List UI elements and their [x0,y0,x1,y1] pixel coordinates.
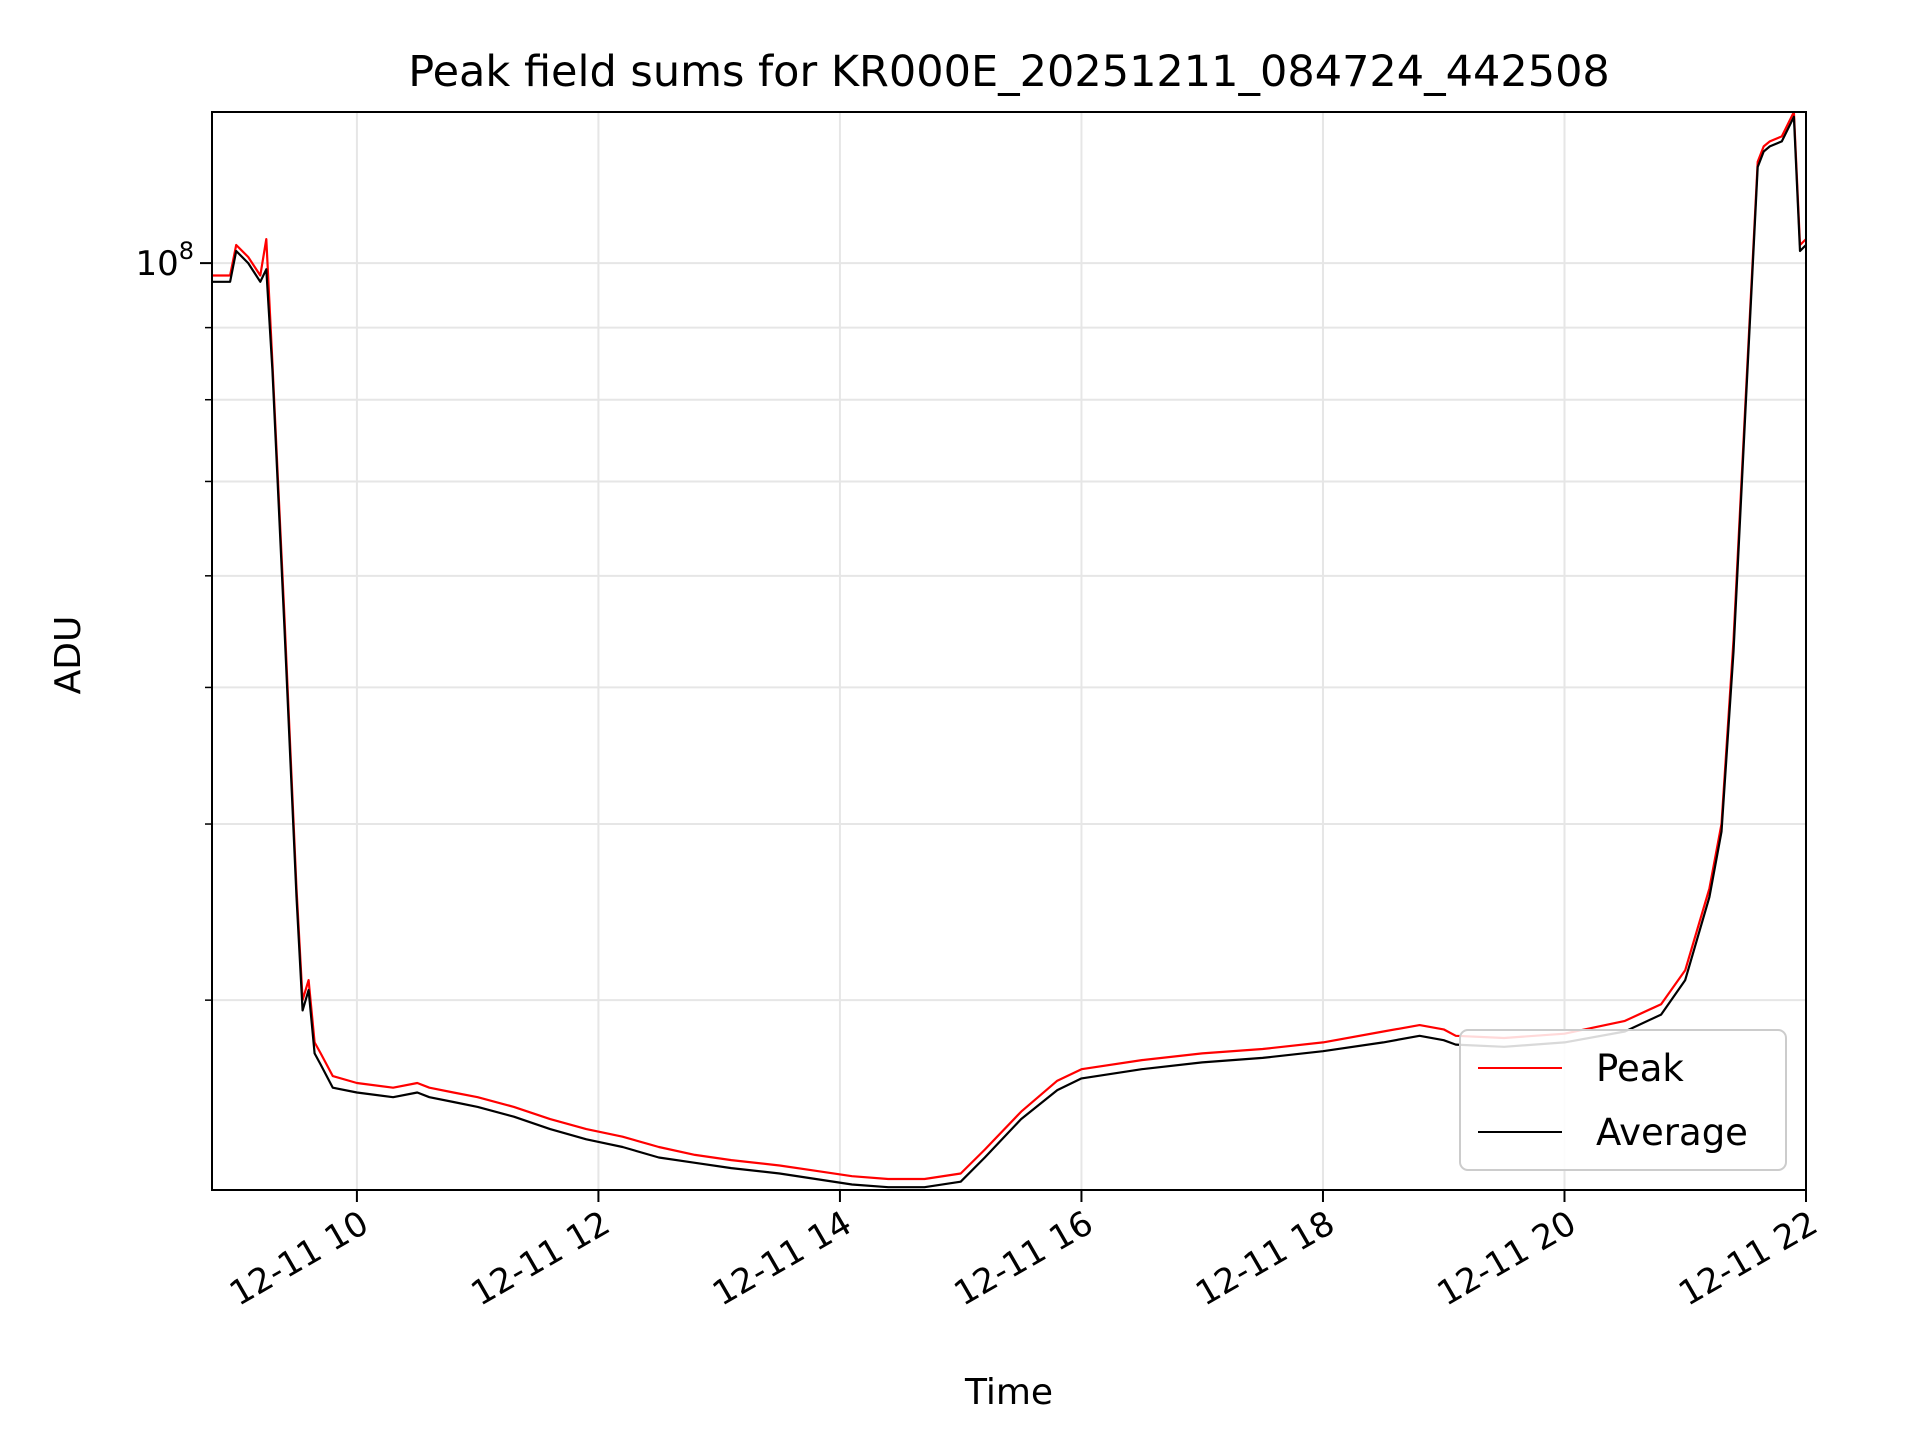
chart-title: Peak field sums for KR000E_20251211_0847… [408,47,1610,97]
series-line-average [212,115,1806,1189]
y-axis-label: ADU [48,616,89,695]
legend-box [1459,1029,1787,1171]
series-layer [212,112,1806,1189]
x-axis-label: Time [964,1372,1053,1413]
legend-label-peak: Peak [1596,1047,1684,1090]
y-tick-label: 108 [135,237,194,284]
series-line-peak [212,112,1806,1181]
legend-label-average: Average [1596,1111,1748,1154]
plot-frame [211,111,1807,1191]
grid [212,112,1807,1190]
legend: Peak Average [1459,1029,1787,1171]
